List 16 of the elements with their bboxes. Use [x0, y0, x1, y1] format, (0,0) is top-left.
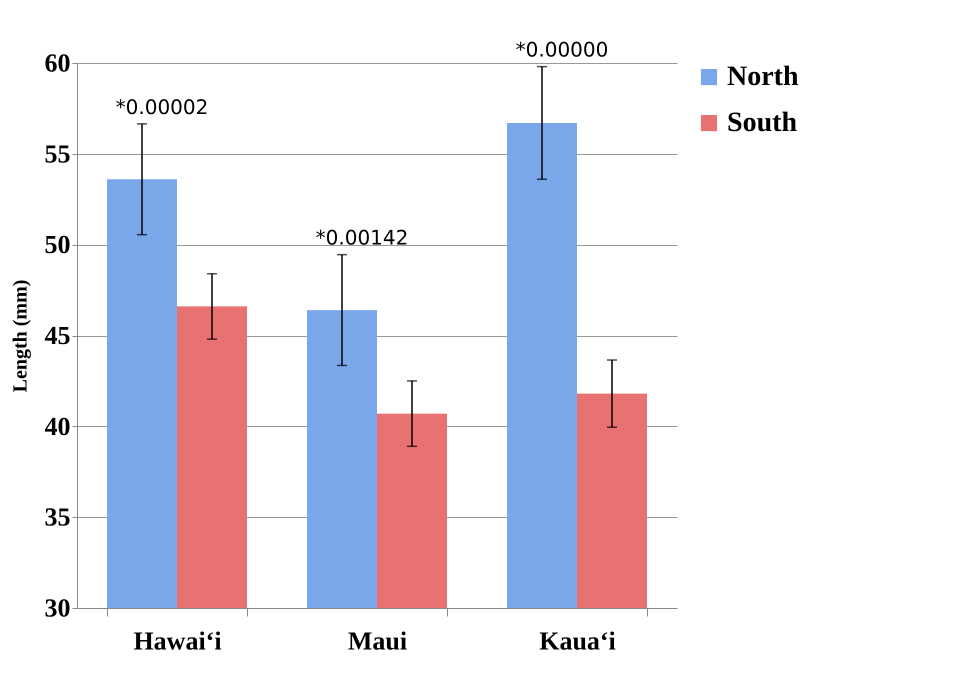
- x-tick-label: Maui: [348, 626, 408, 656]
- y-tick-label: 45: [44, 321, 70, 350]
- x-tick-label: Kaua‘i: [539, 626, 616, 656]
- annotation: *0.00142: [316, 226, 408, 250]
- annotation: *0.00002: [116, 94, 208, 119]
- y-tick-label: 55: [44, 139, 70, 168]
- y-axis-title: Length (mm): [10, 280, 32, 392]
- legend-label: North: [727, 61, 799, 92]
- text: *0.00000: [516, 38, 608, 62]
- y-tick-label: 40: [44, 412, 70, 441]
- y-tick-label: 35: [44, 502, 70, 532]
- y-tick-label: 30: [44, 594, 70, 622]
- legend-label: South: [727, 107, 798, 138]
- y-tick-label: 60: [44, 48, 70, 78]
- y-tick-label: 50: [44, 230, 70, 260]
- x-tick-label: Hawai‘i: [133, 626, 222, 656]
